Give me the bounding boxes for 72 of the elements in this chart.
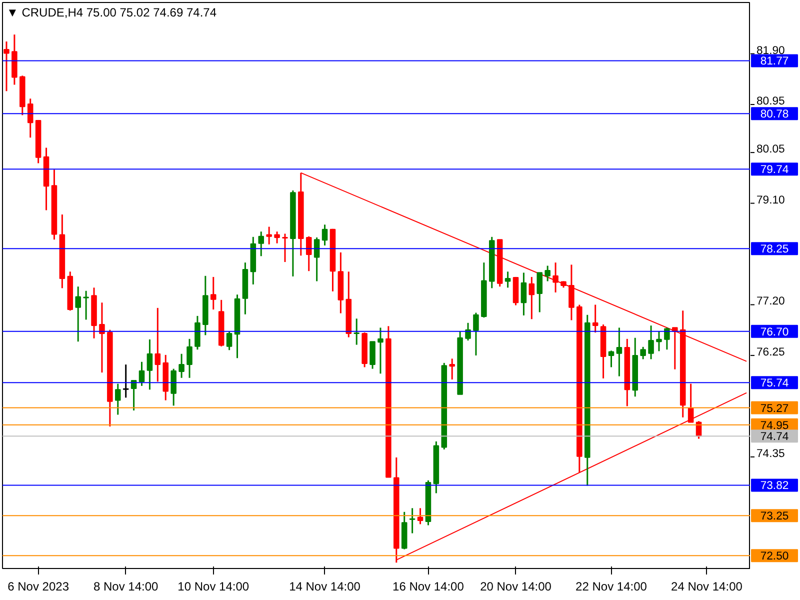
candlestick (306, 236, 312, 272)
ref-line-label: 81.77 (760, 56, 789, 68)
candlestick (194, 315, 200, 350)
candlestick (282, 232, 288, 263)
candlestick (656, 330, 662, 352)
ref-line-label: 73.25 (760, 510, 789, 523)
candlestick (473, 312, 479, 356)
candlestick (170, 368, 176, 406)
x-tick-label: 8 Nov 14:00 (93, 580, 159, 594)
ref-line-label: 74.95 (760, 420, 789, 432)
ref-line-label: 75.74 (760, 378, 789, 390)
candlestick (354, 318, 360, 346)
candlestick (178, 353, 184, 379)
ref-line-label: 76.70 (760, 326, 789, 338)
ref-line-label: 74.74 (760, 431, 789, 444)
y-tick-label: 76.25 (756, 346, 785, 358)
ref-line-label: 72.50 (760, 550, 789, 563)
candlestick (544, 264, 550, 282)
candlestick (536, 272, 543, 313)
ref-line-label: 79.74 (760, 164, 789, 176)
candlestick (616, 326, 622, 378)
candlestick (138, 361, 145, 387)
y-tick-label: 81.90 (756, 44, 785, 57)
ref-line-label: 73.82 (760, 480, 789, 492)
candlestick (568, 264, 574, 321)
x-tick-label: 16 Nov 14:00 (392, 580, 464, 594)
candlestick (75, 286, 81, 342)
candlestick (274, 230, 280, 244)
candlestick (4, 40, 10, 92)
candlestick (592, 304, 598, 334)
candlestick (409, 507, 416, 534)
candlestick (27, 98, 34, 138)
candlestick (370, 340, 376, 370)
y-tick-label: 80.95 (756, 95, 785, 108)
candlestick (378, 326, 384, 374)
x-tick-label: 22 Nov 14:00 (576, 580, 648, 594)
candlestick (552, 262, 558, 294)
ref-line-label: 80.78 (760, 108, 789, 121)
candlestick (210, 276, 216, 310)
x-tick-label: 20 Nov 14:00 (480, 580, 552, 594)
x-tick-label: 14 Nov 14:00 (289, 580, 361, 594)
candlestick (226, 330, 232, 351)
y-tick-label: 79.10 (756, 194, 785, 206)
candlestick (258, 230, 264, 257)
ref-line-label: 75.27 (760, 402, 789, 415)
candlestick (114, 383, 121, 416)
candlestick (266, 226, 272, 246)
candlestick (154, 307, 161, 382)
x-tick-label: 6 Nov 2023 (8, 580, 70, 594)
candlestick (322, 224, 328, 246)
candlestick (99, 302, 105, 374)
candlestick (83, 290, 89, 320)
candlestick (640, 346, 646, 360)
ref-line-label: 78.25 (760, 244, 789, 256)
candlestick (520, 272, 527, 316)
y-tick-label: 80.05 (756, 144, 785, 156)
candlestick (186, 338, 192, 379)
candlestick (314, 236, 320, 282)
candlestick (608, 350, 614, 368)
candlestick (648, 324, 654, 360)
candlestick (417, 507, 424, 525)
x-tick-label: 10 Nov 14:00 (178, 580, 250, 594)
y-tick-label: 77.20 (756, 296, 785, 308)
candlestick (146, 338, 153, 390)
chart-title: ▼ CRUDE,H4 75.00 75.02 74.69 74.74 (6, 6, 217, 20)
y-tick-label: 74.35 (756, 448, 785, 460)
candlestick (122, 364, 130, 398)
candlestick (528, 276, 535, 320)
candlestick (449, 358, 455, 380)
candlestick (504, 270, 511, 288)
candlestick (664, 326, 670, 350)
x-tick-label: 24 Nov 14:00 (671, 580, 743, 594)
